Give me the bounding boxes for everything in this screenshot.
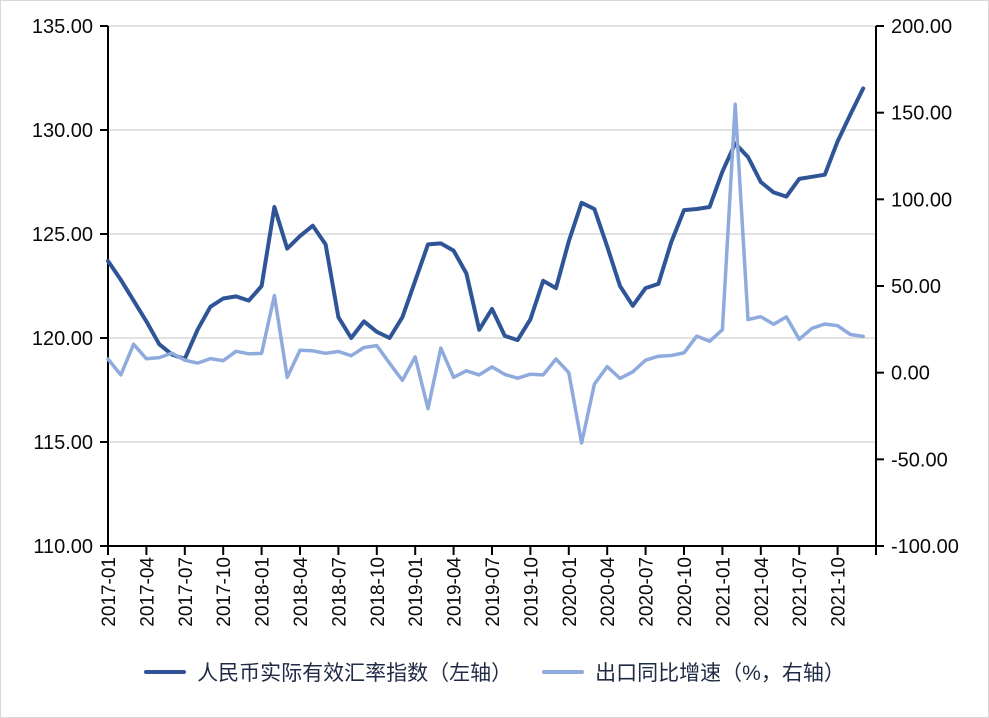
x-axis-tick-label: 2020-01 <box>560 557 581 627</box>
legend-label-reer: 人民币实际有效汇率指数（左轴） <box>197 662 513 685</box>
x-axis-tick-label: 2021-07 <box>790 557 811 627</box>
x-axis-tick-label: 2019-07 <box>483 557 504 627</box>
x-axis-tick-label: 2017-04 <box>137 557 158 627</box>
x-axis-tick-label: 2018-07 <box>329 557 350 627</box>
x-axis-tick-label: 2020-10 <box>675 557 696 627</box>
right-axis-tick-label: -100.00 <box>891 536 959 558</box>
x-axis-tick-label: 2017-10 <box>214 557 235 627</box>
right-axis-tick-label: 200.00 <box>891 16 952 38</box>
x-axis-tick-label: 2018-10 <box>368 557 389 627</box>
left-axis-tick-label: 125.00 <box>32 224 93 246</box>
left-axis-tick-label: 115.00 <box>33 432 93 454</box>
x-axis-tick-label: 2021-01 <box>713 557 734 627</box>
left-axis-tick-label: 130.00 <box>32 120 93 142</box>
left-axis-tick-label: 120.00 <box>32 328 93 350</box>
x-axis-tick-label: 2018-04 <box>291 557 312 627</box>
right-axis-tick-label: 100.00 <box>891 189 952 211</box>
reer-line-swatch <box>144 670 187 674</box>
x-axis-tick-label: 2019-10 <box>521 557 542 627</box>
right-axis-tick-label: 50.00 <box>891 276 941 298</box>
x-axis-tick-label: 2017-01 <box>99 557 120 627</box>
x-axis-tick-label: 2020-04 <box>598 557 619 627</box>
x-axis-tick-label: 2019-04 <box>445 557 466 627</box>
chart-legend: 人民币实际有效汇率指数（左轴） 出口同比增速（%，右轴） <box>1 657 988 687</box>
x-axis-tick-label: 2018-01 <box>253 557 274 627</box>
left-axis-tick-label: 135.00 <box>32 16 93 38</box>
right-axis-tick-label: 150.00 <box>891 103 952 125</box>
left-axis-tick-label: 110.00 <box>33 536 93 558</box>
right-axis-tick-label: 0.00 <box>891 363 930 385</box>
x-axis-tick-label: 2020-07 <box>637 557 658 627</box>
right-axis-tick-label: -50.00 <box>891 449 948 471</box>
export-growth-line-swatch <box>542 670 585 674</box>
x-axis-tick-label: 2021-10 <box>829 557 850 627</box>
x-axis-tick-label: 2017-07 <box>176 557 197 627</box>
legend-label-export-growth: 出口同比增速（%，右轴） <box>595 662 845 685</box>
export-growth-line <box>106 102 865 445</box>
legend-item-export-growth: 出口同比增速（%，右轴） <box>542 657 845 687</box>
legend-item-reer: 人民币实际有效汇率指数（左轴） <box>144 657 512 687</box>
x-axis-tick-label: 2019-01 <box>406 557 427 627</box>
x-axis-tick-label: 2021-04 <box>752 557 773 627</box>
